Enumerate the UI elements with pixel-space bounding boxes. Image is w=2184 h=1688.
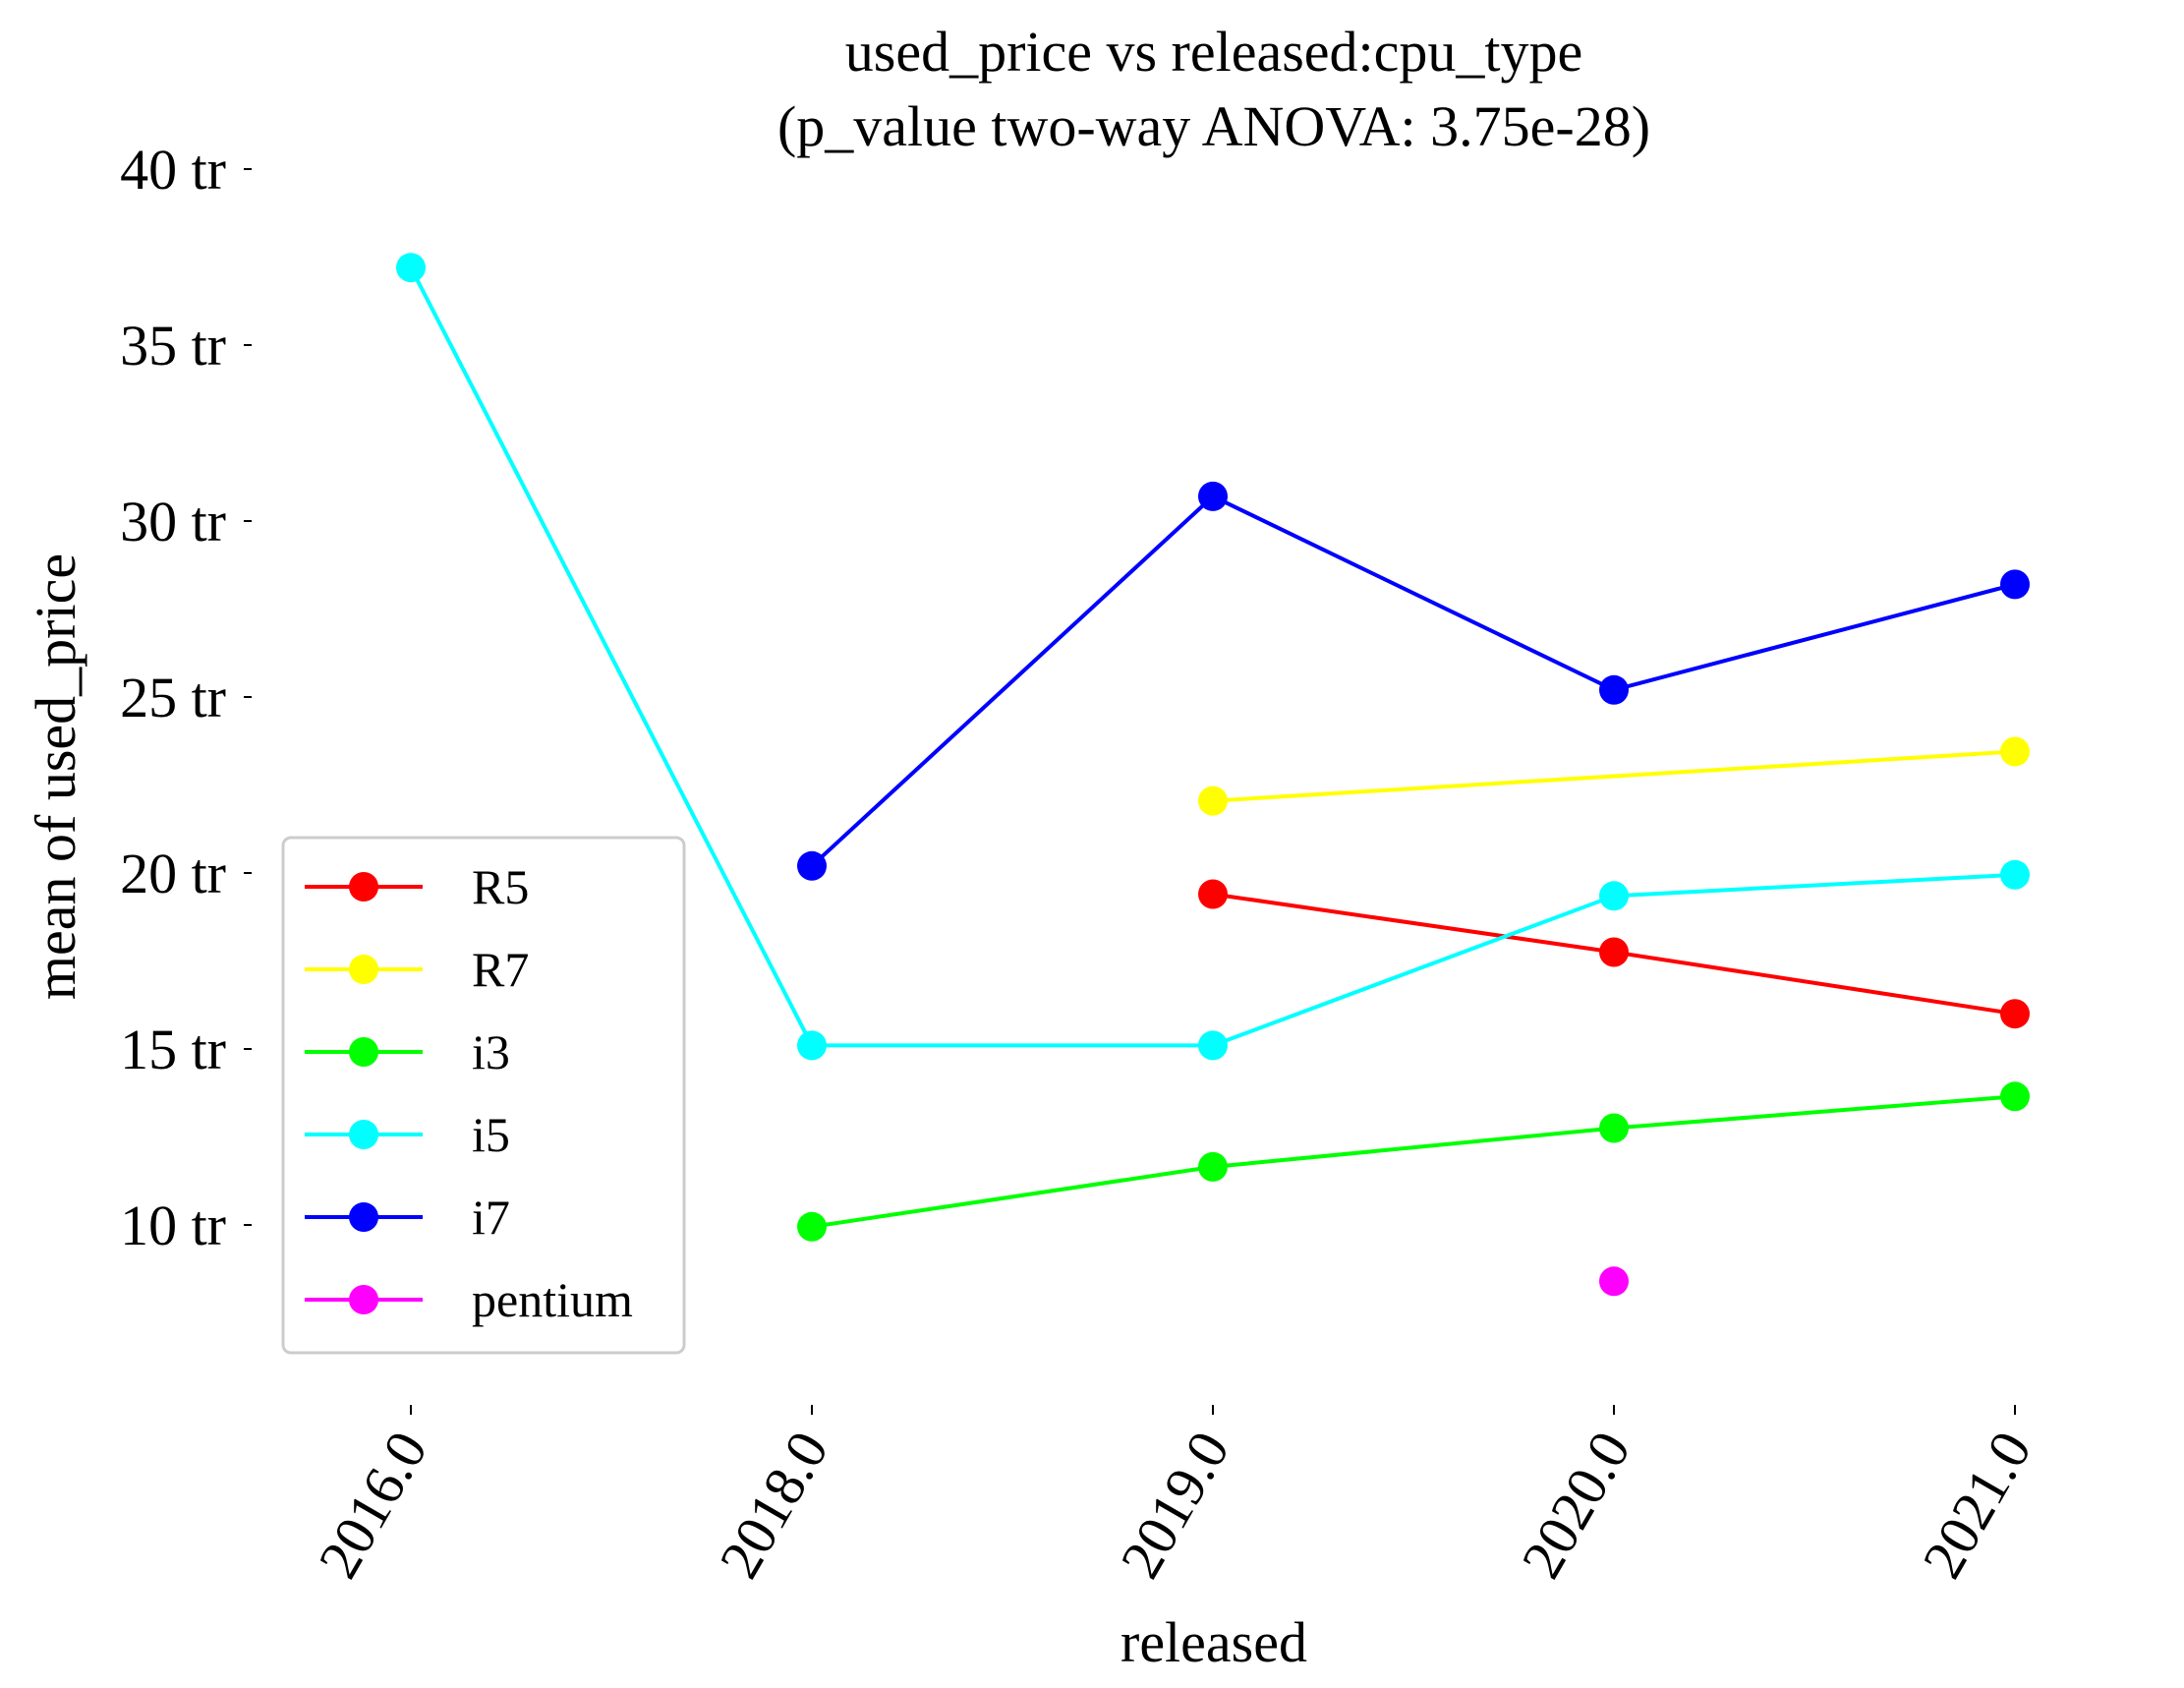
legend-marker-R7: [349, 955, 378, 984]
legend-label-i7: i7: [472, 1190, 510, 1245]
data-point-i3-2020.0: [1599, 1113, 1629, 1143]
x-tick-label-4: 2021.0: [1910, 1421, 2043, 1589]
data-point-R5-2020.0: [1599, 937, 1629, 967]
legend-item-R7: R7: [305, 942, 529, 997]
legend-label-i5: i5: [472, 1107, 510, 1162]
data-point-R7-2021.0: [2000, 736, 2030, 767]
series-line-i3: [811, 1094, 2016, 1229]
x-tick-label-2: 2019.0: [1108, 1421, 1241, 1589]
data-point-i5-2019.0: [1198, 1030, 1228, 1061]
legend-item-pentium: pentium: [305, 1272, 633, 1327]
legend-label-i3: i3: [472, 1024, 510, 1079]
data-point-i5-2018.0: [797, 1030, 827, 1061]
y-tick-label-1: 15 tr: [120, 1018, 226, 1081]
legend-label-R5: R5: [472, 859, 529, 914]
y-tick-label-3: 25 tr: [120, 666, 226, 729]
series-pentium: [1599, 1266, 1629, 1297]
x-axis: 2016.0 2018.0 2019.0 2020.0 2021.0: [306, 1405, 2043, 1589]
series-i5: [396, 253, 2030, 1061]
data-point-i7-2021.0: [2000, 569, 2030, 600]
series-line-i7: [810, 494, 2016, 868]
y-axis-label: mean of used_price: [24, 553, 87, 1000]
data-point-i5-2016.0: [396, 253, 426, 283]
legend-item-i3: i3: [305, 1024, 510, 1079]
data-point-i7-2019.0: [1198, 481, 1228, 511]
y-tick-label-0: 10 tr: [120, 1193, 226, 1257]
series-i7: [797, 481, 2030, 881]
plot-series: [396, 253, 2030, 1297]
y-tick-label-5: 35 tr: [120, 314, 226, 378]
legend-marker-pentium: [349, 1285, 378, 1314]
x-tick-label-3: 2020.0: [1509, 1421, 1642, 1589]
legend-marker-R5: [349, 872, 378, 902]
legend-marker-i3: [349, 1037, 378, 1067]
data-point-pentium-2020.0: [1599, 1266, 1629, 1297]
y-tick-label-4: 30 tr: [120, 490, 226, 553]
legend: R5 R7 i3 i5 i7 pentium: [281, 836, 686, 1355]
legend-item-i5: i5: [305, 1107, 510, 1162]
x-tick-label-1: 2018.0: [707, 1421, 840, 1589]
data-point-i3-2018.0: [797, 1211, 827, 1242]
series-line-R7: [1212, 749, 2016, 803]
data-point-i3-2021.0: [2000, 1081, 2030, 1112]
series-i3: [797, 1081, 2030, 1242]
data-point-R5-2021.0: [2000, 999, 2030, 1029]
chart-subtitle: (p_value two-way ANOVA: 3.75e-28): [777, 94, 1650, 158]
data-point-i7-2018.0: [797, 850, 827, 881]
legend-label-R7: R7: [472, 942, 529, 997]
data-point-i3-2019.0: [1198, 1151, 1228, 1182]
legend-item-i7: i7: [305, 1190, 510, 1245]
x-axis-label: released: [1121, 1610, 1307, 1674]
data-point-R5-2019.0: [1198, 879, 1228, 909]
legend-label-pentium: pentium: [472, 1272, 633, 1327]
y-tick-label-6: 40 tr: [120, 138, 226, 202]
chart-title: used_price vs released:cpu_type: [845, 20, 1583, 84]
data-point-i5-2021.0: [2000, 859, 2030, 890]
series-R7: [1198, 736, 2030, 816]
y-axis: 10 tr 15 tr 20 tr 25 tr 30 tr 35 tr 40 tr: [120, 138, 252, 1257]
legend-frame: [281, 836, 686, 1355]
data-point-i5-2020.0: [1599, 881, 1629, 911]
legend-item-R5: R5: [305, 859, 529, 914]
data-point-R7-2019.0: [1198, 786, 1228, 816]
legend-marker-i7: [349, 1202, 378, 1232]
x-tick-label-0: 2016.0: [306, 1421, 439, 1589]
legend-marker-i5: [349, 1120, 378, 1149]
y-tick-label-2: 20 tr: [120, 842, 226, 905]
series-R5: [1198, 879, 2030, 1029]
data-point-i7-2020.0: [1599, 674, 1629, 705]
